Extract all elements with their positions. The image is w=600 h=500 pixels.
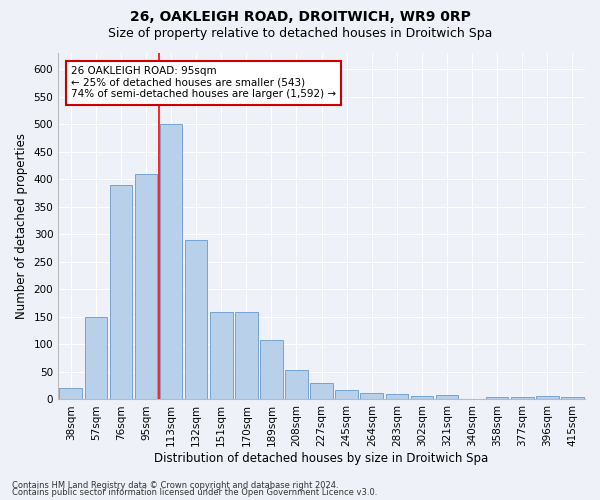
Bar [160, 124, 182, 400]
Bar [134, 174, 157, 400]
Bar [235, 312, 257, 400]
Text: Contains public sector information licensed under the Open Government Licence v3: Contains public sector information licen… [12, 488, 377, 497]
Bar [361, 393, 383, 400]
Bar [335, 390, 358, 400]
Bar [486, 396, 508, 400]
X-axis label: Distribution of detached houses by size in Droitwich Spa: Distribution of detached houses by size … [154, 452, 489, 465]
Text: Contains HM Land Registry data © Crown copyright and database right 2024.: Contains HM Land Registry data © Crown c… [12, 480, 338, 490]
Bar [511, 396, 533, 400]
Text: 26, OAKLEIGH ROAD, DROITWICH, WR9 0RP: 26, OAKLEIGH ROAD, DROITWICH, WR9 0RP [130, 10, 470, 24]
Bar [436, 395, 458, 400]
Bar [110, 184, 132, 400]
Bar [536, 396, 559, 400]
Text: 26 OAKLEIGH ROAD: 95sqm
← 25% of detached houses are smaller (543)
74% of semi-d: 26 OAKLEIGH ROAD: 95sqm ← 25% of detache… [71, 66, 336, 100]
Bar [410, 396, 433, 400]
Bar [210, 312, 233, 400]
Bar [59, 388, 82, 400]
Bar [260, 340, 283, 400]
Text: Size of property relative to detached houses in Droitwich Spa: Size of property relative to detached ho… [108, 28, 492, 40]
Bar [285, 370, 308, 400]
Bar [85, 317, 107, 400]
Bar [561, 396, 584, 400]
Y-axis label: Number of detached properties: Number of detached properties [15, 133, 28, 319]
Bar [386, 394, 408, 400]
Bar [185, 240, 208, 400]
Bar [310, 383, 333, 400]
